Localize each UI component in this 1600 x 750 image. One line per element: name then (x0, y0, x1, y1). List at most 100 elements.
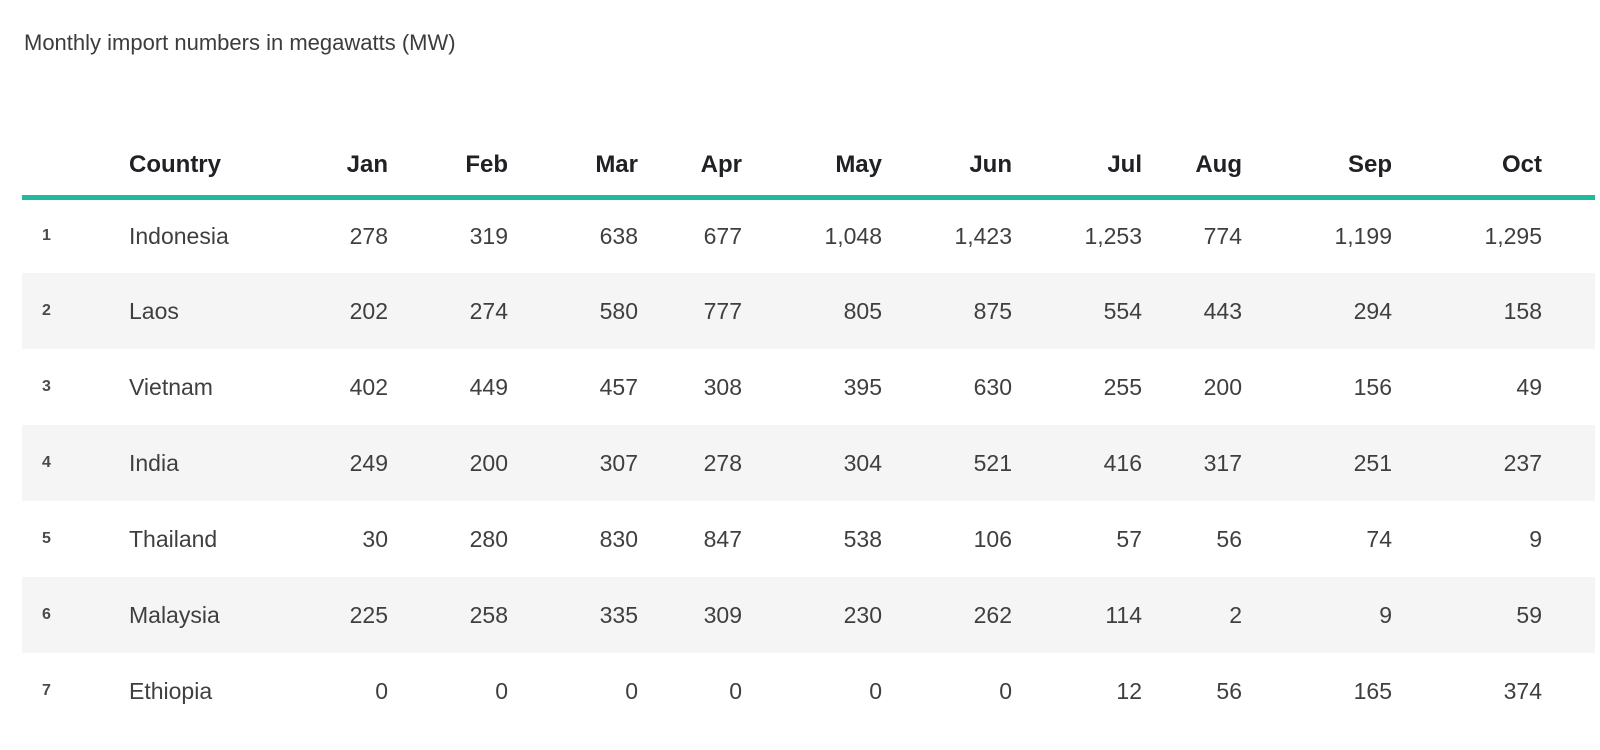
column-header-jun: Jun (882, 135, 1012, 200)
value-cell-jun: 521 (882, 425, 1012, 501)
value-cell-aug: 774 (1203, 222, 1242, 249)
value-cell-mar: 638 (599, 222, 638, 249)
value-cell-apr: 308 (703, 373, 742, 400)
value-cell-jan: 225 (318, 577, 388, 653)
value-cell-aug: 317 (1142, 425, 1242, 501)
value-cell-feb: 200 (388, 425, 508, 501)
column-header-sep: Sep (1242, 135, 1392, 200)
value-cell-apr: 278 (638, 425, 742, 501)
table-row-ethiopia: 7 Ethiopia 0 0 0 0 0 0 12 56 165 374 (22, 653, 1595, 729)
value-cell-apr: 309 (638, 577, 742, 653)
value-cell-jul: 416 (1012, 425, 1142, 501)
column-header-apr: Apr (638, 135, 742, 200)
value-cell-jan: 402 (349, 373, 388, 400)
value-cell-jul: 1,253 (1084, 222, 1142, 249)
country-cell: Laos (122, 273, 318, 349)
value-cell-oct: 374 (1503, 677, 1542, 704)
value-cell-jan: 249 (318, 425, 388, 501)
import-table: Country Jan Feb Mar Apr May Jun Jul Aug Sep Oct 1 I… (22, 135, 1595, 729)
value-cell-mar: 0 (625, 677, 638, 704)
row-number: 3 (42, 378, 51, 395)
column-header-oct: Oct (1392, 135, 1595, 200)
column-header-aug: Aug (1142, 135, 1242, 200)
value-cell-jun: 875 (882, 273, 1012, 349)
page-title: Monthly import numbers in megawatts (MW) (24, 30, 456, 55)
country-cell: Vietnam (129, 373, 213, 400)
value-cell-apr: 0 (729, 677, 742, 704)
column-header-country: Country (122, 135, 318, 200)
value-cell-sep: 156 (1353, 373, 1392, 400)
country-cell: Thailand (129, 525, 218, 552)
table-head: Country Jan Feb Mar Apr May Jun Jul Aug Sep Oct (22, 135, 1595, 200)
value-cell-jul: 57 (1116, 525, 1142, 552)
column-header-jul: Jul (1012, 135, 1142, 200)
value-cell-jun: 630 (973, 373, 1012, 400)
value-cell-feb: 319 (469, 222, 508, 249)
value-cell-mar: 580 (508, 273, 638, 349)
value-cell-mar: 307 (508, 425, 638, 501)
value-cell-aug: 200 (1203, 373, 1242, 400)
row-number-column-header (22, 135, 122, 200)
value-cell-jun: 1,423 (954, 222, 1012, 249)
value-cell-aug: 443 (1142, 273, 1242, 349)
value-cell-jul: 255 (1103, 373, 1142, 400)
value-cell-aug: 56 (1216, 677, 1242, 704)
value-cell-apr: 777 (638, 273, 742, 349)
value-cell-mar: 335 (508, 577, 638, 653)
value-cell-jul: 554 (1012, 273, 1142, 349)
value-cell-oct: 237 (1392, 425, 1595, 501)
value-cell-jun: 262 (882, 577, 1012, 653)
row-number: 6 (22, 577, 122, 653)
value-cell-oct: 9 (1529, 525, 1542, 552)
page: Monthly import numbers in megawatts (MW)… (22, 30, 1595, 729)
value-cell-jun: 0 (999, 677, 1012, 704)
value-cell-oct: 49 (1516, 373, 1542, 400)
value-cell-sep: 9 (1242, 577, 1392, 653)
value-cell-may: 304 (742, 425, 882, 501)
table-row-india: 4 India 249 200 307 278 304 521 416 317 251 237 (22, 425, 1595, 501)
value-cell-feb: 449 (469, 373, 508, 400)
row-number: 2 (22, 273, 122, 349)
row-number: 5 (42, 530, 51, 547)
value-cell-may: 0 (869, 677, 882, 704)
country-cell: Indonesia (129, 222, 229, 249)
column-header-mar: Mar (508, 135, 638, 200)
row-number: 1 (42, 227, 51, 245)
column-header-jan: Jan (318, 135, 388, 200)
value-cell-may: 395 (843, 373, 882, 400)
table-header-row: Country Jan Feb Mar Apr May Jun Jul Aug Sep Oct (22, 135, 1595, 200)
table-row-indonesia: 1 Indonesia 278 319 638 677 1,048 1,423 1,253 774… (22, 197, 1595, 273)
table-body: 1 Indonesia 278 319 638 677 1,048 1,423 1,253 774… (22, 197, 1595, 729)
value-cell-apr: 677 (703, 222, 742, 249)
value-cell-jan: 278 (349, 222, 388, 249)
value-cell-apr: 847 (703, 525, 742, 552)
table-row-malaysia: 6 Malaysia 225 258 335 309 230 262 114 2 9 59 (22, 577, 1595, 653)
value-cell-jan: 202 (318, 273, 388, 349)
value-cell-may: 805 (742, 273, 882, 349)
country-cell: Malaysia (122, 577, 318, 653)
value-cell-jan: 0 (375, 677, 388, 704)
value-cell-oct: 59 (1392, 577, 1595, 653)
row-number: 7 (42, 682, 51, 699)
value-cell-jul: 12 (1116, 677, 1142, 704)
value-cell-jan: 30 (362, 525, 388, 552)
value-cell-sep: 251 (1242, 425, 1392, 501)
value-cell-mar: 457 (599, 373, 638, 400)
column-header-may: May (742, 135, 882, 200)
column-header-feb: Feb (388, 135, 508, 200)
country-cell: Ethiopia (129, 677, 213, 704)
value-cell-sep: 1,199 (1334, 222, 1392, 249)
value-cell-oct: 1,295 (1484, 222, 1542, 249)
value-cell-feb: 274 (388, 273, 508, 349)
value-cell-may: 538 (843, 525, 882, 552)
value-cell-feb: 280 (469, 525, 508, 552)
country-cell: India (122, 425, 318, 501)
table-row-laos: 2 Laos 202 274 580 777 805 875 554 443 294 158 (22, 273, 1595, 349)
value-cell-aug: 56 (1216, 525, 1242, 552)
value-cell-sep: 74 (1366, 525, 1392, 552)
value-cell-feb: 258 (388, 577, 508, 653)
value-cell-jun: 106 (973, 525, 1012, 552)
value-cell-sep: 294 (1242, 273, 1392, 349)
value-cell-jul: 114 (1012, 577, 1142, 653)
value-cell-mar: 830 (599, 525, 638, 552)
